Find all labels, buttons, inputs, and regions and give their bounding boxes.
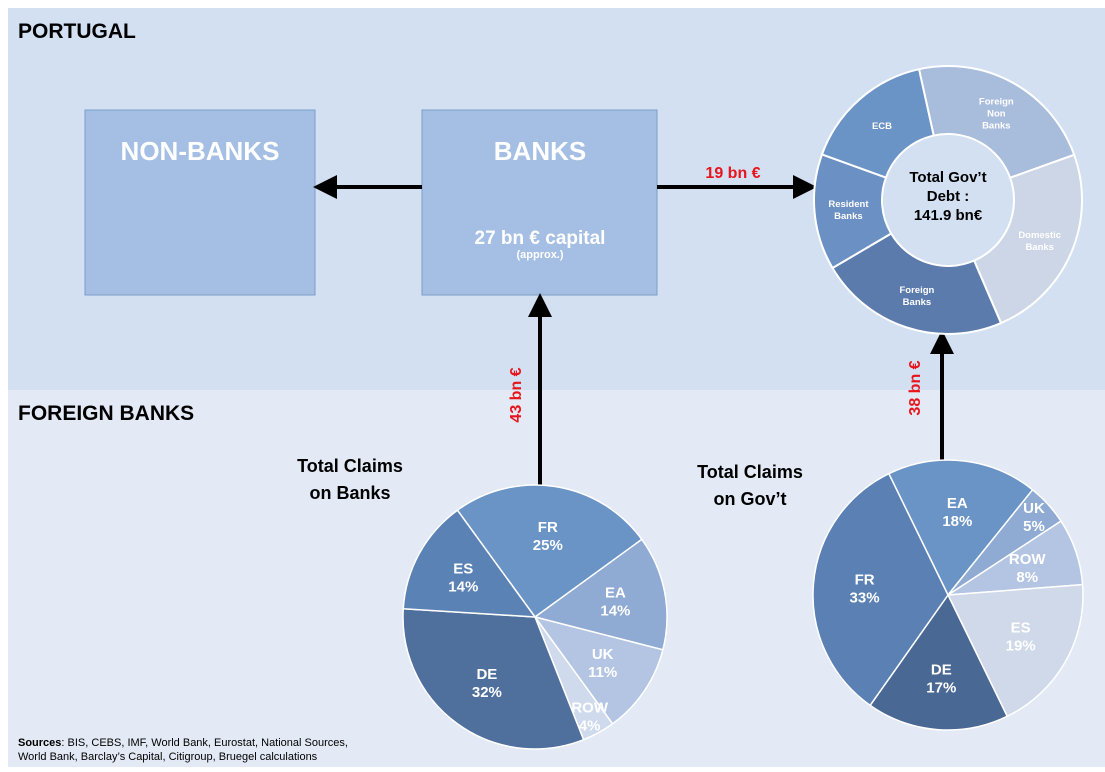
center-label: 141.9 bn€ xyxy=(914,207,983,224)
donut-segment xyxy=(820,67,935,179)
pie-title: on Banks xyxy=(309,483,390,503)
slice-category: FR xyxy=(538,519,558,536)
sources-line: : BIS, CEBS, IMF, World Bank, Eurostat, … xyxy=(61,737,348,749)
segment-label: Foreign xyxy=(900,285,935,296)
slice-value: 14% xyxy=(448,579,478,596)
center-label: Total Gov’t xyxy=(909,169,986,186)
slice-category: DE xyxy=(476,666,497,683)
pie-title: Total Claims xyxy=(697,462,803,482)
node-detail: 27 bn € capital xyxy=(475,228,606,249)
segment-label: Non xyxy=(987,108,1006,119)
node-box xyxy=(84,109,316,296)
node-note: (approx.) xyxy=(516,249,563,261)
slice-category: ES xyxy=(453,561,473,578)
pie-title: on Gov’t xyxy=(714,489,787,509)
pie-slice xyxy=(456,484,643,619)
slice-value: 32% xyxy=(472,684,502,701)
slice-category: EA xyxy=(605,585,626,602)
sources: Sources: BIS, CEBS, IMF, World Bank, Eur… xyxy=(18,737,348,749)
slice-value: 4% xyxy=(579,717,601,734)
slice-category: DE xyxy=(931,661,952,678)
pie-slice xyxy=(946,583,1084,718)
center-label: Debt : xyxy=(927,188,970,205)
section-title: PORTUGAL xyxy=(18,20,136,43)
slice-category: FR xyxy=(855,571,875,588)
segment-label: Foreign xyxy=(979,96,1014,107)
pie-slice xyxy=(869,593,1009,731)
slice-category: UK xyxy=(592,646,614,663)
donut-segment xyxy=(917,65,1076,180)
pie-slice xyxy=(402,509,537,618)
sources-label: Sources xyxy=(18,737,61,749)
slice-value: 11% xyxy=(588,664,617,681)
slice-category: ROW xyxy=(571,699,609,716)
node-label: NON-BANKS xyxy=(121,136,280,166)
slice-category: EA xyxy=(947,495,968,512)
charts: ForeignNonBanksDomesticBanksForeignBanks… xyxy=(297,65,1084,750)
flow-label: 43 bn € xyxy=(508,367,525,422)
donut-segment xyxy=(831,232,1003,335)
slice-category: UK xyxy=(1023,500,1045,517)
slice-value: 5% xyxy=(1023,518,1045,535)
segment-label: Banks xyxy=(903,297,932,308)
donut-segment xyxy=(972,153,1083,325)
slice-value: 8% xyxy=(1016,569,1038,586)
slice-value: 17% xyxy=(926,679,956,696)
flow-label: 19 bn € xyxy=(705,165,760,182)
slice-value: 19% xyxy=(1006,638,1036,655)
pie-slice xyxy=(402,607,585,750)
pie-slice xyxy=(533,538,668,651)
node-box xyxy=(421,109,658,296)
flow-label: 38 bn € xyxy=(907,360,924,415)
segment-label: ECB xyxy=(872,121,892,132)
segment-label: Banks xyxy=(982,120,1011,131)
segment-label: Domestic xyxy=(1018,230,1061,241)
pie-slice xyxy=(533,615,664,725)
slice-category: ROW xyxy=(1009,551,1047,568)
node-label: BANKS xyxy=(494,136,586,166)
slice-category: ES xyxy=(1011,620,1031,637)
pie-slice xyxy=(812,472,949,707)
segment-label: Banks xyxy=(1025,242,1054,253)
segment-label: Banks xyxy=(834,211,863,222)
slice-value: 14% xyxy=(600,603,630,620)
slice-value: 25% xyxy=(533,537,563,554)
slice-value: 33% xyxy=(850,589,880,606)
sources-line: World Bank, Barclay’s Capital, Citigroup… xyxy=(18,751,318,763)
section-title: FOREIGN BANKS xyxy=(18,402,194,425)
pie-title: Total Claims xyxy=(297,456,403,476)
pie-slice xyxy=(887,459,1034,597)
segment-label: Resident xyxy=(828,199,869,210)
slice-value: 18% xyxy=(942,513,972,530)
